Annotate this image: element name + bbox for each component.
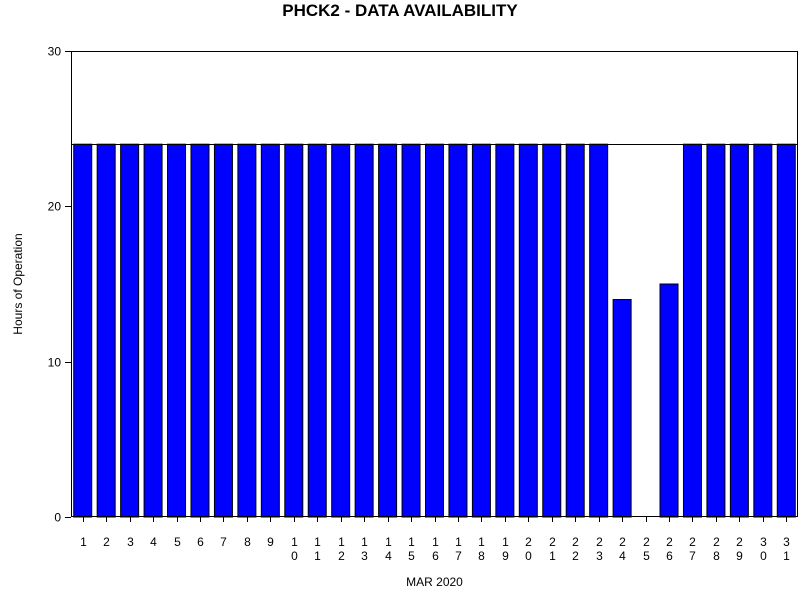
y-axis: 0 10 20 30	[48, 45, 71, 525]
bar-day-14	[378, 143, 398, 518]
bar-day-24	[612, 299, 632, 518]
bar-day-18	[471, 143, 491, 518]
y-axis-label: Hours of Operation	[11, 233, 25, 334]
bar-day-1	[73, 143, 93, 518]
bar-day-10	[284, 143, 304, 518]
x-tick-label-9: 9	[267, 535, 274, 549]
y-tick-label-20: 20	[48, 200, 62, 214]
bar-day-15	[401, 143, 421, 518]
bar-day-22	[565, 143, 585, 518]
bar-day-20	[518, 143, 538, 518]
x-tick-label-5: 5	[174, 535, 181, 549]
y-tick-label-10: 10	[48, 356, 62, 370]
bar-day-13	[354, 143, 374, 518]
bar-day-4	[143, 143, 163, 518]
plot-frame	[71, 51, 798, 517]
y-tick-label-30: 30	[48, 45, 62, 59]
bar-day-23	[589, 143, 609, 518]
x-tick-label-6: 6	[197, 535, 204, 549]
bar-day-30	[753, 143, 773, 518]
x-tick-label-4: 4	[150, 535, 157, 549]
bar-day-17	[448, 143, 468, 518]
x-axis-label: MAR 2020	[406, 575, 463, 589]
bar-day-3	[120, 143, 140, 518]
x-tick-label-3: 3	[127, 535, 134, 549]
bar-day-19	[495, 143, 515, 518]
bar-day-27	[682, 143, 702, 518]
bars-layer	[73, 143, 796, 518]
bar-day-7	[213, 143, 233, 518]
x-axis: 1 2 3 4 5 6 7 8 9 1 01 11 21 31 41 51 61 71 81 92 02 12 22 32 42…	[80, 517, 790, 563]
bar-day-29	[729, 143, 749, 518]
x-tick-label-2: 2	[103, 535, 110, 549]
bar-day-12	[331, 143, 351, 518]
bar-day-2	[96, 143, 116, 518]
bar-day-16	[425, 143, 444, 518]
x-tick-label-8: 8	[244, 535, 251, 549]
bar-day-21	[542, 143, 562, 518]
bar-day-8	[237, 143, 257, 518]
x-tick-label-7: 7	[220, 535, 227, 549]
bar-day-11	[307, 143, 327, 518]
bar-day-26	[659, 283, 679, 518]
y-tick-label-0: 0	[54, 511, 61, 525]
bar-day-31	[776, 143, 796, 518]
bar-day-9	[260, 143, 280, 518]
bar-day-28	[706, 143, 726, 518]
bar-day-5	[167, 143, 187, 518]
chart-title: PHCK2 - DATA AVAILABILITY	[282, 1, 518, 20]
x-tick-label-1: 1	[80, 535, 87, 549]
bar-day-6	[190, 143, 210, 518]
